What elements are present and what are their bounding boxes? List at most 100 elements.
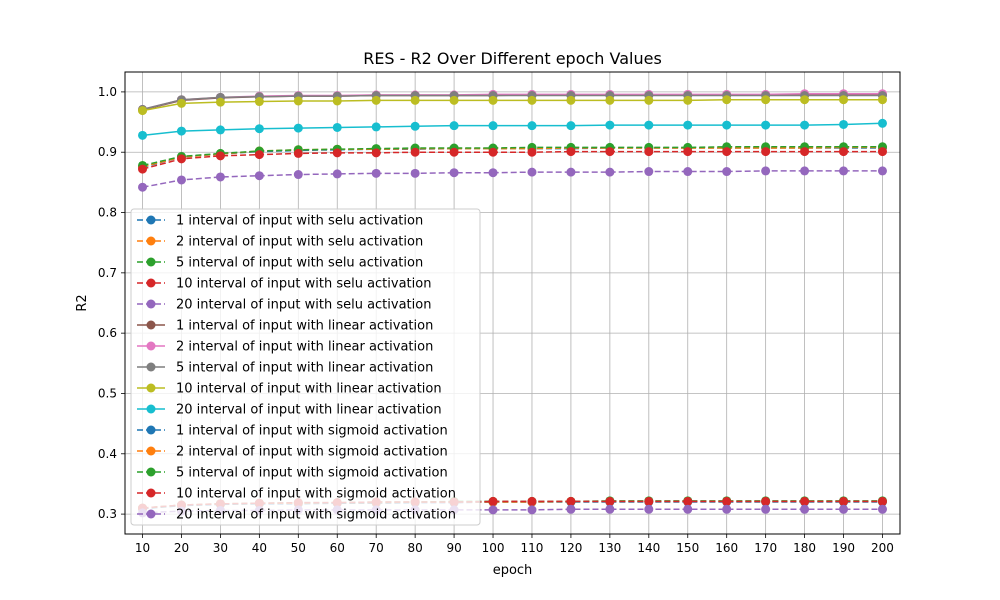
data-point	[683, 147, 693, 157]
data-point	[138, 106, 148, 116]
legend-label: 5 interval of input with sigmoid activat…	[176, 466, 448, 481]
data-point	[215, 172, 225, 182]
legend-label: 2 interval of input with linear activati…	[176, 340, 433, 355]
data-point	[722, 147, 732, 157]
x-tick-label: 30	[213, 541, 228, 555]
y-axis-label: R2	[75, 294, 90, 311]
y-tick-label: 0.7	[98, 266, 117, 280]
data-point	[644, 496, 654, 506]
y-tick-label: 0.5	[98, 386, 117, 400]
series-4	[138, 147, 887, 174]
data-point	[449, 121, 459, 131]
x-tick-label: 70	[369, 541, 384, 555]
legend-marker	[146, 425, 156, 435]
data-point	[683, 496, 693, 506]
data-point	[332, 148, 342, 158]
data-point	[683, 167, 693, 177]
plot-frame	[124, 71, 901, 535]
data-point	[761, 147, 771, 157]
data-point	[293, 148, 303, 158]
data-point	[644, 95, 654, 105]
data-point	[527, 121, 537, 131]
x-tick-label: 130	[598, 541, 621, 555]
data-point	[800, 120, 810, 130]
series-5	[138, 166, 887, 192]
data-point	[332, 122, 342, 132]
data-point	[527, 505, 537, 515]
data-point	[371, 95, 381, 105]
data-point	[877, 118, 887, 128]
legend-marker	[146, 278, 156, 288]
legend-entry: 20 interval of input with linear activat…	[137, 403, 442, 418]
data-point	[488, 168, 498, 178]
series-10	[138, 118, 887, 140]
x-tick-label: 200	[871, 541, 894, 555]
x-tick-label: 50	[291, 541, 306, 555]
y-tick-label: 0.4	[98, 447, 117, 461]
data-point	[800, 147, 810, 157]
legend-entry: 5 interval of input with selu activation	[137, 256, 423, 271]
legend-label: 2 interval of input with selu activation	[176, 235, 423, 250]
data-point	[410, 147, 420, 157]
legend-marker	[146, 383, 156, 393]
data-point	[605, 496, 615, 506]
legend-entry: 2 interval of input with linear activati…	[137, 340, 433, 355]
data-point	[761, 504, 771, 514]
legend-entry: 1 interval of input with sigmoid activat…	[137, 424, 448, 439]
legend-label: 1 interval of input with sigmoid activat…	[176, 424, 448, 439]
data-point	[332, 169, 342, 179]
data-point	[488, 121, 498, 131]
legend-label: 20 interval of input with sigmoid activa…	[176, 508, 456, 523]
legend-entry: 1 interval of input with selu activation	[137, 214, 423, 229]
data-point	[605, 167, 615, 177]
x-axis: 10 20 30 40 50 60 70 80 90 100 110 120 130 140 150 160 1…	[135, 534, 894, 555]
x-tick-label: 60	[330, 541, 345, 555]
data-point	[488, 147, 498, 157]
data-point	[839, 95, 849, 105]
data-point	[644, 504, 654, 514]
legend-marker	[146, 236, 156, 246]
x-tick-label: 10	[135, 541, 150, 555]
data-point	[800, 95, 810, 105]
data-point	[293, 170, 303, 180]
data-point	[566, 147, 576, 157]
data-point	[410, 95, 420, 105]
legend-marker	[146, 215, 156, 225]
data-point	[839, 119, 849, 129]
data-point	[761, 496, 771, 506]
data-point	[254, 171, 264, 181]
data-point	[527, 95, 537, 105]
data-point	[566, 167, 576, 177]
x-tick-label: 140	[637, 541, 660, 555]
data-point	[410, 168, 420, 178]
data-point	[761, 120, 771, 130]
y-axis: 0.3 0.4 0.5 0.6 0.7 0.8 0.9 1.0	[98, 85, 125, 521]
legend-entry: 10 interval of input with linear activat…	[137, 382, 442, 397]
data-point	[371, 168, 381, 178]
y-tick-label: 0.3	[98, 507, 117, 521]
series-line	[142, 150, 883, 170]
legend-label: 5 interval of input with linear activati…	[176, 361, 433, 376]
legend-entry: 1 interval of input with linear activati…	[137, 319, 433, 334]
x-tick-label: 150	[676, 541, 699, 555]
legend-marker	[146, 341, 156, 351]
x-tick-label: 20	[174, 541, 189, 555]
data-point	[839, 147, 849, 157]
data-point	[371, 122, 381, 132]
legend-entry: 20 interval of input with selu activatio…	[137, 298, 431, 313]
data-point	[293, 123, 303, 133]
legend-label: 10 interval of input with selu activatio…	[176, 277, 431, 292]
y-tick-label: 0.6	[98, 326, 117, 340]
legend-marker	[146, 299, 156, 309]
x-tick-label: 160	[715, 541, 738, 555]
data-point	[488, 95, 498, 105]
data-point	[877, 496, 887, 506]
data-point	[722, 504, 732, 514]
data-point	[605, 504, 615, 514]
data-point	[644, 120, 654, 130]
data-point	[176, 175, 186, 185]
legend-marker	[146, 362, 156, 372]
data-point	[683, 504, 693, 514]
data-point	[332, 96, 342, 106]
